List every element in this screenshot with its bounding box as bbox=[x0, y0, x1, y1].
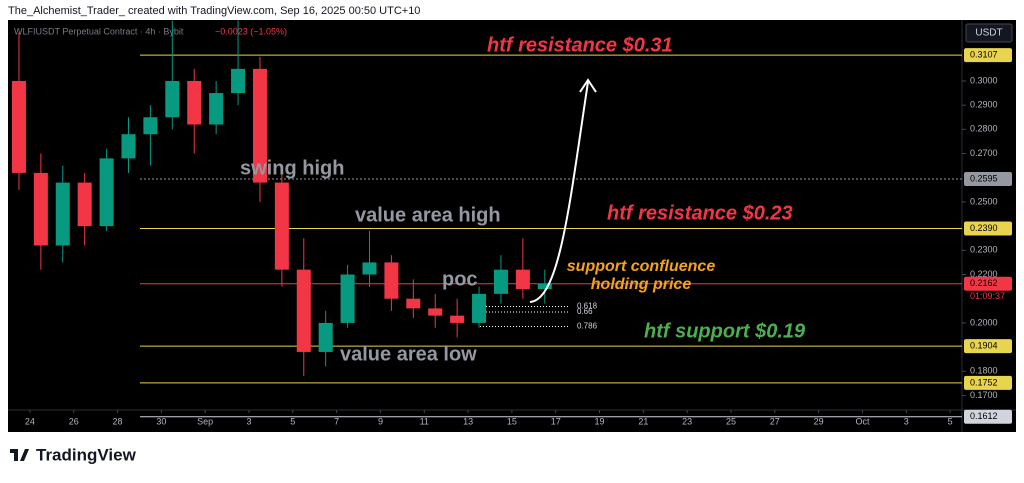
x-tick-label: Oct bbox=[855, 416, 870, 426]
level-label: 0.2390 bbox=[970, 223, 998, 233]
level-box bbox=[964, 375, 1012, 390]
y-tick-label: 0.2700 bbox=[970, 148, 998, 158]
x-tick-label: 5 bbox=[290, 416, 295, 426]
candle-body bbox=[274, 182, 289, 270]
x-tick-label: Sep bbox=[197, 416, 213, 426]
candle-body bbox=[493, 269, 508, 294]
candle-body bbox=[384, 262, 399, 299]
x-tick-label: 24 bbox=[25, 416, 35, 426]
x-tick-label: 11 bbox=[420, 416, 429, 426]
y-tick-label: 0.1700 bbox=[970, 390, 998, 400]
fib-label: 0.66 bbox=[577, 307, 593, 316]
candle-body bbox=[231, 68, 246, 94]
candle-body bbox=[11, 80, 26, 173]
level-box bbox=[964, 171, 1012, 186]
y-tick-label: 0.2500 bbox=[970, 196, 998, 206]
level-label: 0.2595 bbox=[970, 173, 998, 183]
x-tick-label: 17 bbox=[551, 416, 561, 426]
candle-body bbox=[99, 158, 114, 227]
level-label: 0.1752 bbox=[970, 377, 998, 387]
candle-body bbox=[143, 117, 158, 135]
candle-body bbox=[428, 308, 443, 316]
fib-label: 0.618 bbox=[577, 302, 598, 311]
annotation: support confluence bbox=[567, 258, 716, 275]
currency-box[interactable] bbox=[965, 23, 1013, 43]
brand-logo bbox=[10, 449, 29, 461]
arrow-head bbox=[579, 78, 597, 93]
x-tick-label: 29 bbox=[814, 416, 824, 426]
y-tick-label: 0.2800 bbox=[970, 124, 998, 134]
x-tick-label: 28 bbox=[113, 416, 123, 426]
candle-body bbox=[537, 283, 552, 290]
plot bbox=[11, 20, 962, 418]
y-tick-label: 0.2000 bbox=[970, 317, 998, 327]
arrow bbox=[529, 81, 589, 303]
brand: TradingView bbox=[36, 445, 137, 464]
x-tick-label: 21 bbox=[638, 416, 648, 426]
candle-body bbox=[296, 269, 311, 352]
x-tick-label: 9 bbox=[378, 416, 383, 426]
level-label: 0.1612 bbox=[970, 411, 998, 421]
candle-body bbox=[121, 134, 136, 159]
candle-body bbox=[450, 315, 465, 323]
annotation: htf resistance $0.31 bbox=[487, 34, 673, 56]
x-tick-label: 30 bbox=[156, 416, 166, 426]
symbol: WLFIUSDT Perpetual Contract · 4h · Bybit bbox=[14, 26, 184, 36]
x-tick-label: 3 bbox=[246, 416, 251, 426]
x-tick-label: 19 bbox=[595, 416, 605, 426]
candle-body bbox=[165, 80, 180, 118]
annotation: htf support $0.19 bbox=[644, 320, 806, 342]
x-tick-label: 23 bbox=[682, 416, 692, 426]
candle-body bbox=[340, 274, 355, 323]
y-tick-label: 0.2300 bbox=[970, 245, 998, 255]
candle-body bbox=[209, 93, 224, 125]
chart-background bbox=[8, 20, 1016, 432]
candle-body bbox=[77, 182, 92, 227]
credit: The_Alchemist_Trader_ created with Tradi… bbox=[8, 5, 420, 17]
x-tick-label: 13 bbox=[463, 416, 473, 426]
level-label: 0.2162 bbox=[970, 278, 998, 288]
level-label: 0.1904 bbox=[970, 341, 998, 351]
level-box bbox=[964, 48, 1012, 63]
x-tick-label: 27 bbox=[770, 416, 780, 426]
y-tick-label: 0.1800 bbox=[970, 366, 998, 376]
annotation: htf resistance $0.23 bbox=[607, 202, 793, 224]
annotation: value area low bbox=[340, 343, 477, 365]
x-tick-label: 15 bbox=[507, 416, 517, 426]
candle-body bbox=[55, 182, 70, 246]
candle-body bbox=[472, 293, 487, 323]
x-tick-label: 26 bbox=[69, 416, 79, 426]
currency[interactable]: USDT bbox=[975, 28, 1002, 39]
fib-label: 0.786 bbox=[577, 322, 598, 331]
level-label: 0.3107 bbox=[970, 49, 998, 59]
candle-body bbox=[515, 269, 530, 290]
candle-body bbox=[406, 298, 421, 309]
x-tick-label: 3 bbox=[904, 416, 909, 426]
change: −0.0023 (−1.05%) bbox=[215, 26, 287, 36]
x-tick-label: 7 bbox=[334, 416, 339, 426]
annotation: poc bbox=[442, 268, 478, 290]
level-box bbox=[964, 339, 1012, 354]
x-tick-label: 5 bbox=[948, 416, 953, 426]
level-box bbox=[964, 276, 1012, 291]
candle-body bbox=[252, 68, 267, 183]
y-tick-label: 0.3000 bbox=[970, 75, 998, 85]
candle-body bbox=[187, 80, 202, 125]
annotation: swing high bbox=[240, 157, 344, 179]
annotation: value area high bbox=[355, 204, 501, 226]
y-tick-label: 0.2200 bbox=[970, 269, 998, 279]
candle-body bbox=[33, 172, 48, 246]
candle-body bbox=[318, 322, 333, 352]
y-tick-label: 0.2900 bbox=[970, 100, 998, 110]
level-box bbox=[964, 221, 1012, 236]
level-box bbox=[964, 409, 1012, 424]
annotation: holding price bbox=[591, 276, 692, 293]
x-tick-label: 25 bbox=[726, 416, 736, 426]
candle-body bbox=[362, 262, 377, 275]
countdown: 01:09:37 bbox=[970, 291, 1005, 301]
